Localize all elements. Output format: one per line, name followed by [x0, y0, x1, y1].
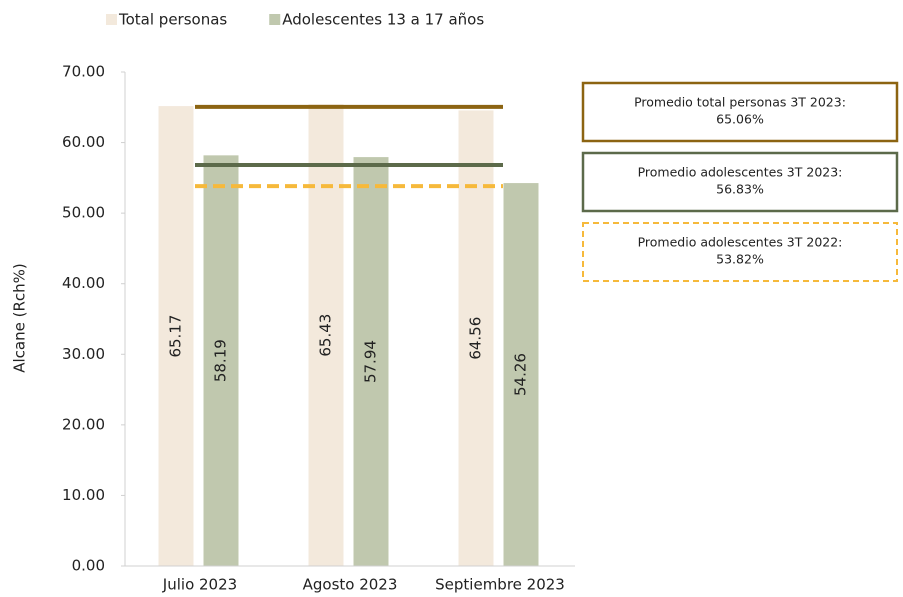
x-tick-label: Septiembre 2023	[435, 576, 565, 594]
bar	[308, 104, 344, 566]
data-label: 64.56	[467, 317, 485, 360]
bar	[353, 157, 389, 567]
annotation-text: Promedio adolescentes 3T 2023:	[638, 165, 843, 180]
y-tick-label: 40.00	[62, 274, 105, 292]
annotation-box	[581, 81, 899, 143]
y-tick-label: 30.00	[62, 345, 105, 363]
legend-label: Adolescentes 13 a 17 años	[282, 11, 484, 29]
annotation-text: Promedio total personas 3T 2023:	[634, 95, 846, 110]
bar	[158, 106, 194, 566]
annotation-value: 65.06%	[716, 112, 764, 127]
y-tick-label: 0.00	[72, 557, 105, 575]
data-label: 58.19	[212, 339, 230, 382]
data-label: 65.17	[167, 315, 185, 358]
bar	[203, 155, 239, 567]
x-tick-label: Julio 2023	[162, 576, 237, 594]
annotation-box	[581, 151, 899, 213]
legend-label: Total personas	[118, 11, 227, 29]
y-tick-label: 60.00	[62, 133, 105, 151]
legend-swatch	[106, 14, 117, 25]
y-axis-label: Alcane (Rch%)	[11, 263, 29, 373]
legend-swatch	[269, 14, 281, 25]
y-tick-label: 70.00	[62, 63, 105, 81]
data-label: 65.43	[317, 314, 335, 357]
data-label: 54.26	[512, 353, 530, 396]
annotation-value: 53.82%	[716, 252, 764, 267]
bar	[503, 183, 539, 567]
y-tick-label: 10.00	[62, 486, 105, 504]
data-label: 57.94	[362, 340, 380, 383]
annotation-text: Promedio adolescentes 3T 2022:	[638, 235, 843, 250]
y-tick-label: 20.00	[62, 415, 105, 433]
annotation-value: 56.83%	[716, 182, 764, 197]
y-tick-label: 50.00	[62, 204, 105, 222]
x-tick-label: Agosto 2023	[303, 576, 398, 594]
annotation-box	[582, 222, 898, 282]
